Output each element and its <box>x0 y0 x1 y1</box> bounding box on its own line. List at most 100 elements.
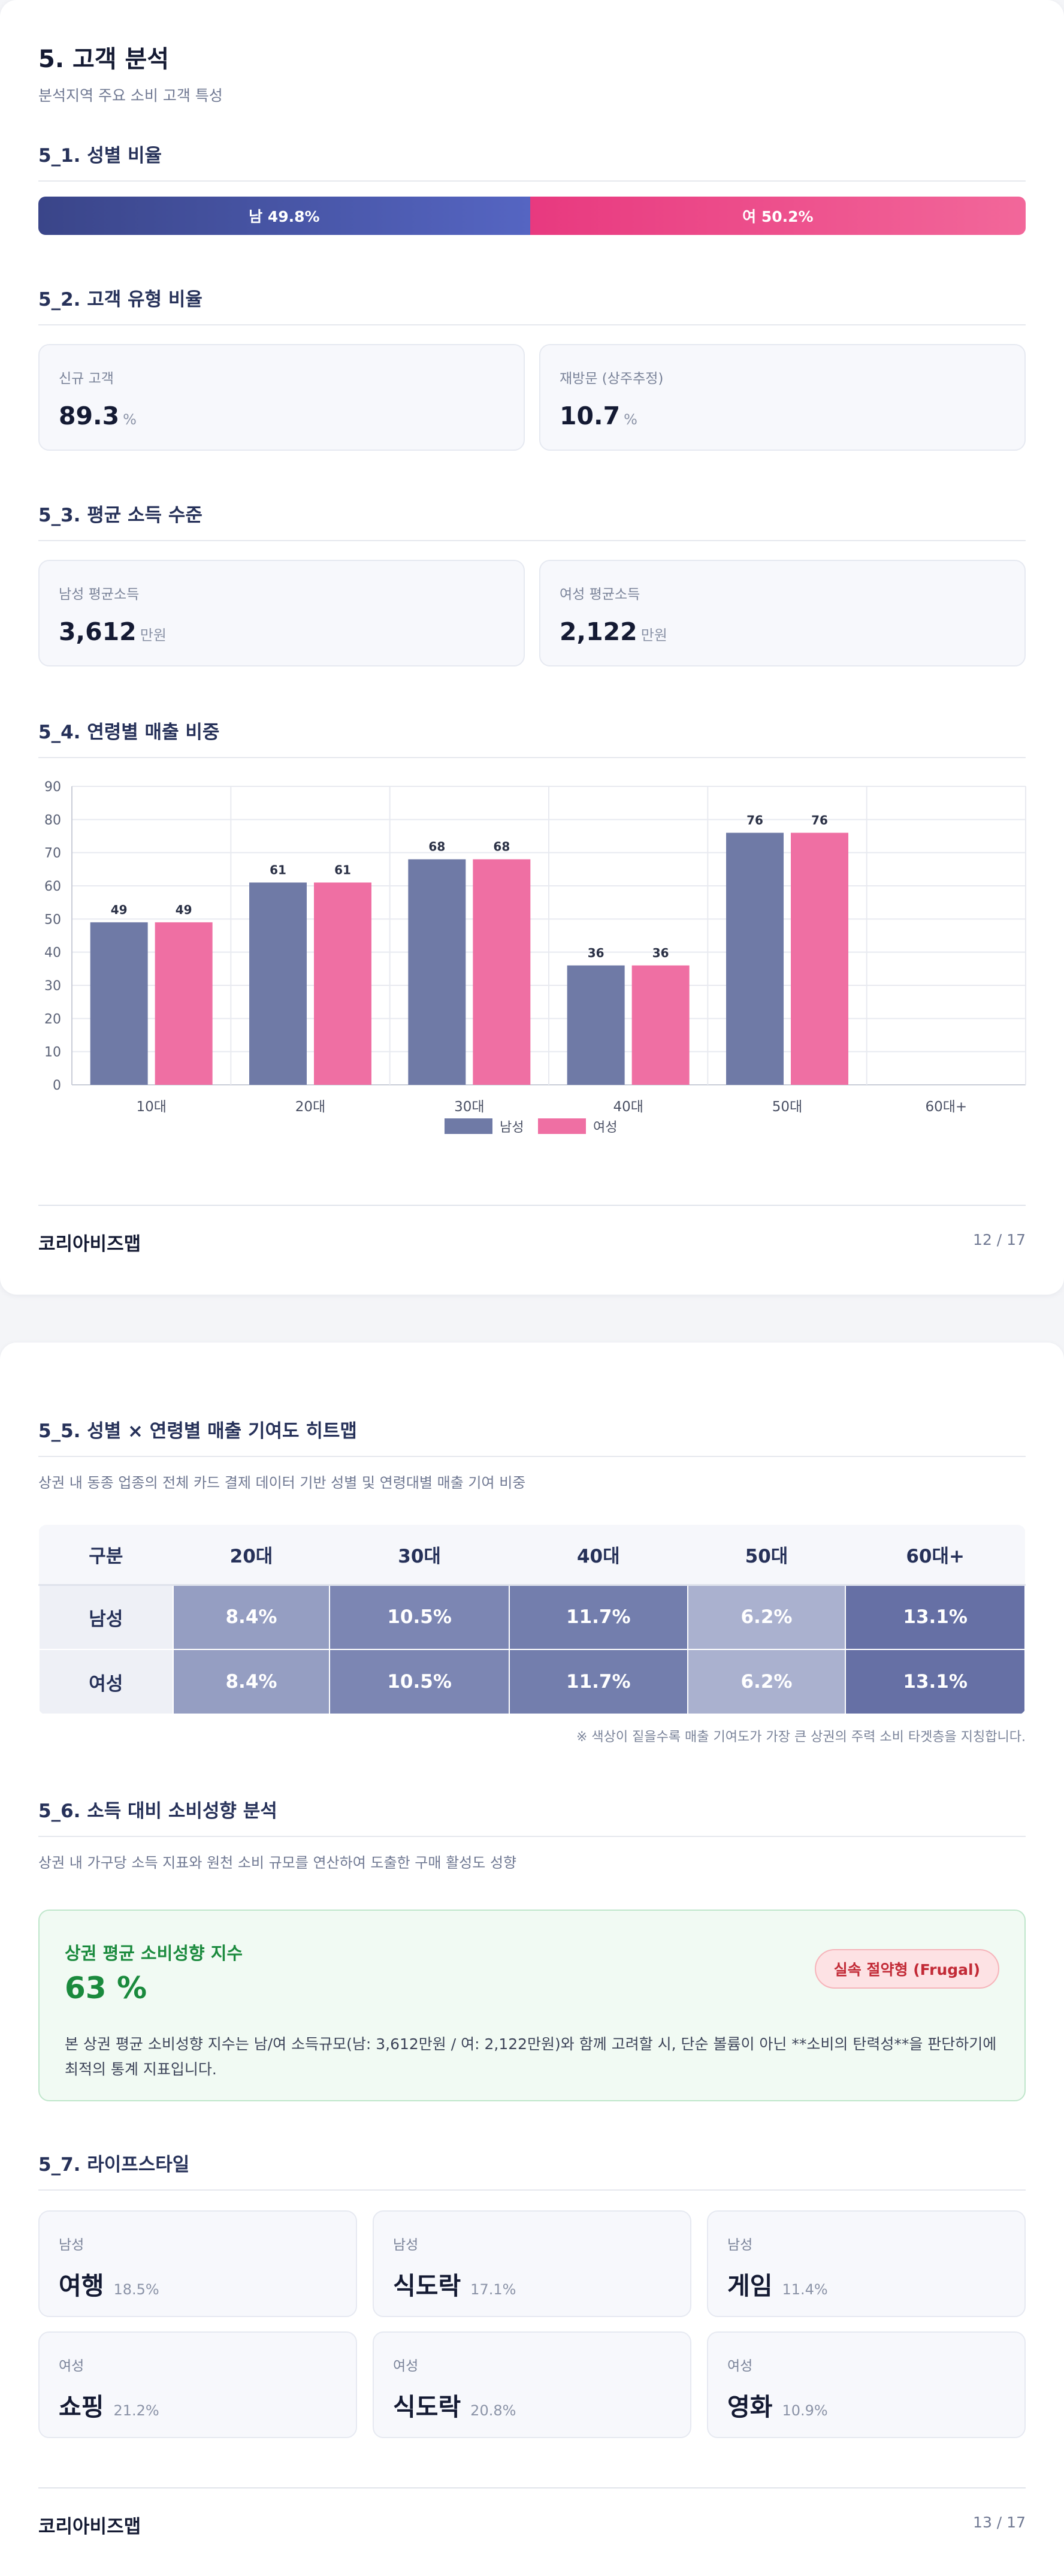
bar-data-label: 76 <box>746 813 763 827</box>
y-tick-label: 90 <box>44 780 61 795</box>
lifestyle-gender: 여성 <box>393 2358 419 2374</box>
income-heading: 5_3. 평균 소득 수준 <box>38 500 1026 541</box>
legend-swatch <box>445 1118 492 1134</box>
bar-female <box>631 965 690 1085</box>
spending-index-detail: 본 상권 평균 소비성향 지수는 남/여 소득규모(남: 3,612만원 / 여… <box>65 2035 997 2078</box>
heatmap-cell: 10.5% <box>329 1584 510 1650</box>
lifestyle-pct: 17.1% <box>470 2281 516 2298</box>
spending-index-value: 63 % <box>65 1971 147 2005</box>
lifestyle-card: 여성 쇼핑 21.2% <box>38 2331 357 2438</box>
stat-value: 10.7 <box>560 402 621 430</box>
heatmap-row-female: 여성 8.4% 10.5% 11.7% 6.2% 13.1% <box>38 1649 1026 1715</box>
age-sales-heading: 5_4. 연령별 매출 비중 <box>38 717 1026 758</box>
page-title: 5. 고객 분석 <box>38 46 170 73</box>
customer-type-heading: 5_2. 고객 유형 비율 <box>38 284 1026 325</box>
lifestyle-heading: 5_7. 라이프스타일 <box>38 2149 1026 2191</box>
lifestyle-pct: 18.5% <box>113 2281 159 2298</box>
lifestyle-card: 여성 영화 10.9% <box>707 2331 1026 2438</box>
stat-value: 3,612 <box>59 617 137 646</box>
y-tick-label: 80 <box>44 813 61 828</box>
bar-male <box>567 965 625 1085</box>
x-tick-label: 60대+ <box>925 1099 967 1115</box>
heatmap-row-label: 남성 <box>38 1584 174 1650</box>
bar-data-label: 68 <box>428 840 445 854</box>
age-sales-chart-container: 0 10 20 30 40 50 60 70 80 90 49 49 10대 61 61 20대 68 68 30대… <box>30 773 1034 1157</box>
bar-data-label: 49 <box>176 903 192 917</box>
heatmap-header-row: 구분 20대 30대 40대 50대 60대+ <box>39 1525 1025 1586</box>
lifestyle-pct: 21.2% <box>113 2402 159 2419</box>
heatmap-cell: 13.1% <box>845 1649 1026 1715</box>
stat-label: 신규 고객 <box>59 371 114 387</box>
stat-label: 여성 평균소득 <box>560 587 640 602</box>
lifestyle-card: 남성 게임 11.4% <box>707 2210 1026 2317</box>
report-page-13: 5_5. 성별 × 연령별 매출 기여도 히트맵 상권 내 동종 업종의 전체 … <box>0 1343 1064 2576</box>
bar-female <box>314 882 371 1085</box>
heatmap-cell: 11.7% <box>508 1649 688 1715</box>
stat-value: 2,122 <box>560 617 637 646</box>
lifestyle-gender: 여성 <box>59 2358 84 2374</box>
y-tick-label: 30 <box>44 979 61 994</box>
heatmap-note: ※ 색상이 짙을수록 매출 기여도가 가장 큰 상권의 주력 소비 타겟층을 지… <box>576 1730 1026 1745</box>
spending-index-title: 상권 평균 소비성향 지수 <box>65 1943 243 1963</box>
stat-unit: 만원 <box>640 627 667 644</box>
lifestyle-category: 쇼핑 <box>59 2393 104 2421</box>
heatmap-col-header: 50대 <box>687 1525 846 1586</box>
spending-index-box: 상권 평균 소비성향 지수 63 % 실속 절약형 (Frugal) 본 상권 … <box>38 1910 1026 2101</box>
heatmap-col-header: 구분 <box>39 1525 173 1586</box>
female-ratio-segment: 여 50.2% <box>530 197 1026 235</box>
page-footer: 코리아비즈맵 12 / 17 <box>38 1205 1026 1255</box>
y-tick-label: 0 <box>53 1078 61 1093</box>
bar-data-label: 36 <box>652 946 669 960</box>
heatmap-cell: 6.2% <box>687 1584 847 1650</box>
heatmap-col-header: 30대 <box>330 1525 509 1586</box>
lifestyle-pct: 11.4% <box>782 2281 828 2298</box>
heatmap-row-label: 여성 <box>38 1649 174 1715</box>
lifestyle-category: 여행 <box>59 2272 104 2300</box>
footer-brand: 코리아비즈맵 <box>38 2516 141 2538</box>
legend-label: 여성 <box>593 1120 617 1135</box>
stat-unit: % <box>624 411 637 428</box>
stat-unit: % <box>123 411 137 428</box>
lifestyle-card: 남성 식도락 17.1% <box>373 2210 691 2317</box>
heatmap-col-header: 20대 <box>173 1525 330 1586</box>
bar-male <box>408 859 466 1085</box>
heatmap-row-male: 남성 8.4% 10.5% 11.7% 6.2% 13.1% <box>38 1584 1026 1650</box>
bar-data-label: 61 <box>334 862 351 877</box>
lifestyle-card: 남성 여행 18.5% <box>38 2210 357 2317</box>
heatmap-cell: 13.1% <box>845 1584 1026 1650</box>
y-tick-label: 10 <box>44 1045 61 1060</box>
x-tick-label: 30대 <box>454 1099 484 1115</box>
lifestyle-gender: 남성 <box>393 2237 419 2253</box>
legend-swatch <box>538 1118 586 1134</box>
page-subtitle: 분석지역 주요 소비 고객 특성 <box>38 87 223 104</box>
new-customer-card: 신규 고객 89.3% <box>38 344 525 451</box>
page-number: 12 / 17 <box>973 1231 1026 1248</box>
spending-type-badge: 실속 절약형 (Frugal) <box>814 1949 999 1989</box>
lifestyle-category: 식도락 <box>393 2393 461 2421</box>
heatmap-col-header: 40대 <box>509 1525 688 1586</box>
bar-data-label: 36 <box>588 946 604 960</box>
lifestyle-gender: 남성 <box>59 2237 84 2253</box>
bar-data-label: 49 <box>111 903 128 917</box>
report-page-12: 5. 고객 분석 분석지역 주요 소비 고객 특성 5_1. 성별 비율 남 4… <box>0 0 1064 1295</box>
page-footer: 코리아비즈맵 13 / 17 <box>38 2487 1026 2538</box>
lifestyle-pct: 20.8% <box>470 2402 516 2419</box>
legend-label: 남성 <box>500 1120 524 1135</box>
x-tick-label: 20대 <box>295 1099 325 1115</box>
age-sales-bar-chart: 0 10 20 30 40 50 60 70 80 90 49 49 10대 61 61 20대 68 68 30대… <box>44 780 1026 1135</box>
lifestyle-pct: 10.9% <box>782 2402 828 2419</box>
lifestyle-gender: 남성 <box>727 2237 753 2253</box>
male-income-card: 남성 평균소득 3,612 만원 <box>38 560 525 666</box>
bar-male <box>90 922 148 1085</box>
footer-brand: 코리아비즈맵 <box>38 1233 141 1255</box>
gender-ratio-heading: 5_1. 성별 비율 <box>38 140 1026 182</box>
heatmap-heading: 5_5. 성별 × 연령별 매출 기여도 히트맵 <box>38 1416 1026 1457</box>
lifestyle-category: 영화 <box>727 2393 773 2421</box>
bar-female <box>791 832 848 1085</box>
spending-description: 상권 내 가구당 소득 지표와 원천 소비 규모를 연산하여 도출한 구매 활성… <box>38 1854 517 1871</box>
bar-male <box>726 832 784 1085</box>
lifestyle-category: 게임 <box>727 2272 773 2300</box>
bar-female <box>155 922 213 1085</box>
bar-female <box>473 859 531 1085</box>
lifestyle-category: 식도락 <box>393 2272 461 2300</box>
